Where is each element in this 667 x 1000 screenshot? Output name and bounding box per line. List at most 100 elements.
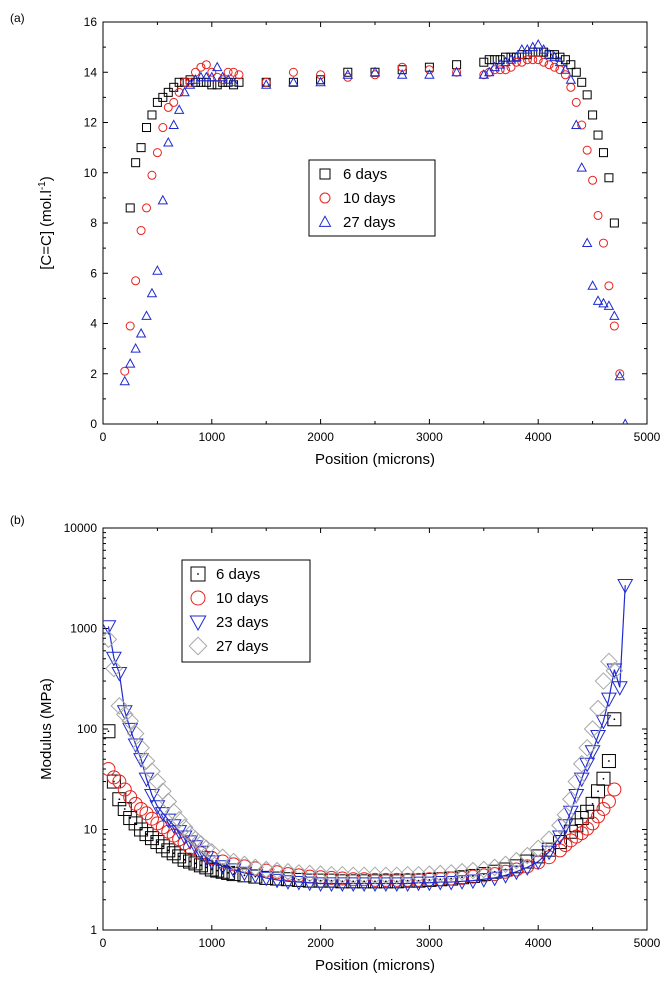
data-point (522, 55, 532, 65)
data-point (464, 874, 481, 890)
data-point (126, 724, 145, 743)
data-point (185, 75, 195, 85)
data-point (580, 821, 595, 836)
data-point-dot (172, 852, 175, 855)
data-point (138, 772, 155, 788)
data-point (173, 104, 185, 114)
data-point (411, 872, 426, 887)
data-point-dot (205, 866, 208, 869)
y-tick-label: 16 (84, 15, 98, 29)
data-point (134, 801, 149, 816)
data-point (133, 753, 150, 768)
data-point (522, 50, 532, 60)
data-point-dot (461, 876, 463, 879)
data-point-dot (112, 780, 115, 783)
data-point (594, 672, 613, 690)
data-point (103, 761, 116, 776)
data-point (152, 97, 162, 107)
data-point (163, 87, 173, 97)
y-tick-label: 1000 (70, 622, 97, 636)
data-point (179, 86, 190, 97)
data-point (432, 875, 449, 891)
data-point (172, 832, 187, 847)
data-point (236, 866, 253, 882)
data-point (168, 119, 179, 129)
data-point (152, 148, 162, 158)
data-point (490, 55, 500, 65)
data-point (123, 811, 138, 826)
legend: 6 days 10 days 23 days 27 days (181, 559, 311, 663)
data-point (421, 876, 438, 892)
data-point (212, 72, 222, 82)
data-point (189, 615, 207, 632)
data-point (562, 805, 579, 821)
data-point (542, 842, 557, 857)
data-point (588, 175, 598, 185)
data-point (112, 774, 127, 789)
data-point (136, 226, 146, 236)
data-point (549, 51, 560, 62)
data-point (207, 67, 217, 77)
x-axis-label: Position (microns) (315, 957, 435, 974)
data-point (567, 772, 586, 791)
data-point (598, 297, 609, 308)
data-point-dot (161, 845, 164, 848)
panel-label: (a) (10, 11, 25, 25)
data-point (539, 57, 549, 67)
data-point (158, 92, 168, 102)
data-point (207, 80, 217, 90)
data-point (571, 119, 582, 129)
data-point (260, 79, 272, 89)
data-point-dot (613, 718, 616, 721)
data-point (106, 774, 121, 789)
data-point-dot (548, 848, 550, 851)
data-point (212, 80, 222, 90)
data-point (128, 796, 143, 811)
data-point (601, 794, 616, 809)
data-point (288, 76, 299, 87)
data-point (190, 67, 200, 77)
data-point (197, 839, 216, 858)
data-point (529, 839, 548, 858)
data-point (565, 74, 577, 84)
data-point (609, 310, 620, 320)
x-tick-label: 0 (100, 936, 107, 950)
data-point (315, 76, 326, 87)
data-point (196, 62, 206, 72)
y-tick-label: 10 (84, 823, 98, 837)
data-point (443, 875, 460, 891)
data-point-dot (374, 880, 376, 883)
data-point (184, 79, 196, 89)
data-point (479, 57, 489, 67)
data-point (587, 280, 598, 290)
y-tick-label: 2 (90, 367, 97, 381)
y-axis-label: Modulus (MPa) (38, 678, 55, 780)
data-point (558, 838, 573, 853)
data-point (557, 819, 574, 834)
data-point (190, 566, 206, 582)
data-point-dot (597, 790, 599, 793)
data-point (609, 218, 619, 228)
data-point (343, 67, 353, 77)
x-tick-label: 5000 (634, 430, 661, 444)
data-point (591, 809, 606, 824)
data-point (335, 874, 350, 889)
data-point (598, 148, 608, 158)
data-point (131, 276, 141, 286)
data-point (163, 102, 173, 112)
series-27-days (119, 38, 629, 424)
y-tick-label: 10000 (64, 521, 98, 535)
data-point (150, 835, 165, 850)
data-point-dot (156, 841, 159, 843)
data-point (125, 203, 135, 213)
data-point (369, 66, 381, 77)
data-point (217, 71, 228, 82)
series-10-days (120, 55, 625, 379)
data-point (127, 738, 144, 754)
data-point (103, 620, 117, 635)
panel-label: (b) (10, 513, 25, 527)
legend-entry: 6 days (216, 566, 260, 583)
data-point (345, 877, 362, 893)
data-point (313, 873, 328, 888)
data-point (600, 692, 617, 708)
